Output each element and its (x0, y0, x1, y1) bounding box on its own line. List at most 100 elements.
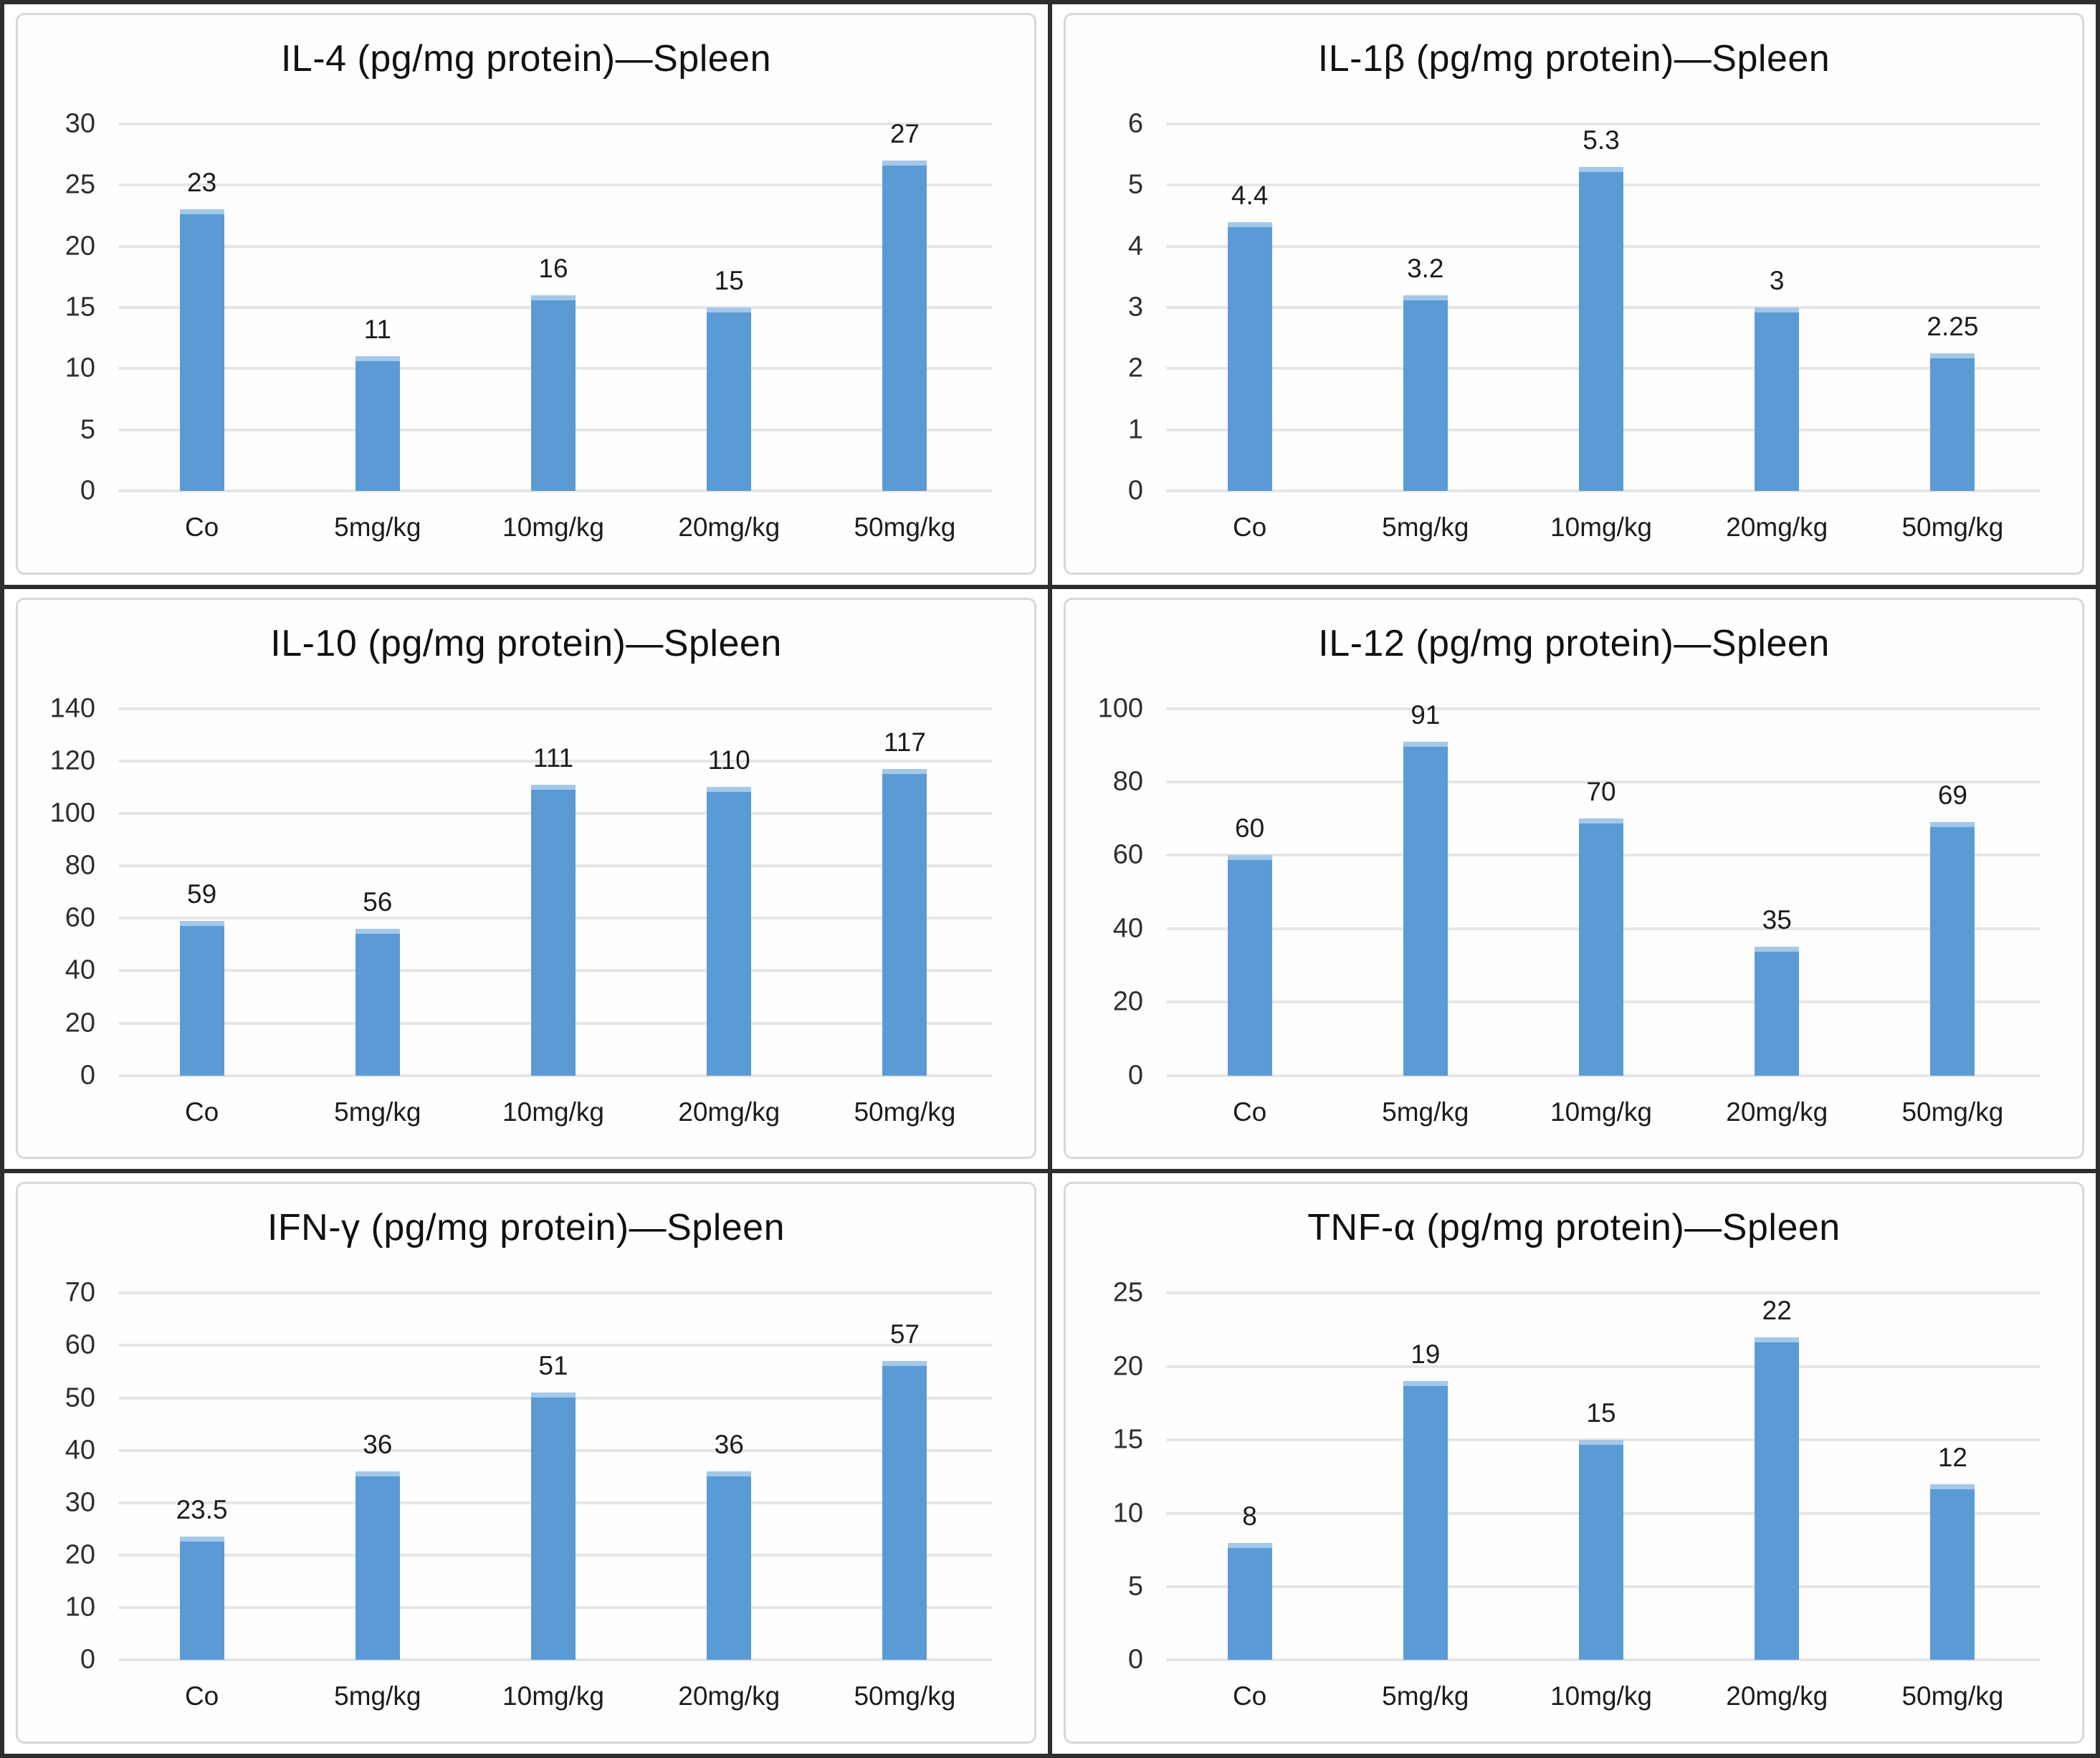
bar-value-label: 51 (538, 1351, 568, 1381)
y-axis: 30 25 20 15 10 5 0 (25, 109, 114, 506)
bar (1227, 1542, 1272, 1661)
bar-slot: 36 (290, 1293, 465, 1661)
bar-slot: 51 (465, 1293, 641, 1661)
bar (1755, 307, 1800, 491)
gridline (118, 759, 993, 763)
bar-row: 60 91 70 35 69 (1162, 700, 2041, 1076)
x-axis: Co 5mg/kg 10mg/kg 20mg/kg 50mg/kg (1073, 1097, 2041, 1127)
bar (707, 1471, 752, 1661)
plot-area: 140 120 100 80 60 40 20 0 59 56 111 110 117 (25, 693, 993, 1090)
bar (882, 768, 927, 1076)
bar-value-label: 69 (1937, 780, 1967, 811)
bar (355, 928, 400, 1076)
chart-panel-il12: IL-12 (pg/mg protein)—Spleen 100 80 60 40 20… (1052, 588, 2096, 1170)
bar (179, 920, 224, 1076)
x-tick-label: 50mg/kg (1901, 1681, 2004, 1711)
x-tick-label: Co (1232, 1097, 1267, 1127)
chart-il10: IL-10 (pg/mg protein)—Spleen 140 120 100 80… (16, 597, 1036, 1160)
bar-slot: 57 (817, 1293, 993, 1661)
bar (707, 307, 752, 491)
bar-chart-il1b: 6 5 4 3 2 1 0 4.4 3.2 5.3 3 2.25 Co 5mg/kg 10mg/kg 20mg… (1073, 109, 2075, 543)
x-label-row: Co 5mg/kg 10mg/kg 20mg/kg 50mg/kg (1162, 1097, 2041, 1127)
plot-grid: 59 56 111 110 117 (114, 707, 993, 1077)
chart-il12: IL-12 (pg/mg protein)—Spleen 100 80 60 40 20… (1064, 597, 2084, 1160)
bar-value-label: 4.4 (1231, 180, 1269, 210)
y-tick-label: 60 (65, 1329, 95, 1360)
chart-tnfa: TNF-α (pg/mg protein)—Spleen 25 20 15 10 5 0 8… (1064, 1182, 2084, 1744)
x-label-row: Co 5mg/kg 10mg/kg 20mg/kg 50mg/kg (1162, 512, 2041, 543)
chart-title-il10: IL-10 (pg/mg protein)—Spleen (270, 622, 782, 664)
y-tick-label: 0 (1127, 1644, 1143, 1675)
x-tick-label: 50mg/kg (1901, 512, 2004, 542)
bar-row: 4.4 3.2 5.3 3 2.25 (1162, 124, 2041, 491)
bar (355, 356, 400, 491)
chart-il4: IL-4 (pg/mg protein)—Spleen 30 25 20 15 10 5 0… (16, 13, 1036, 575)
bar-value-label: 111 (533, 742, 574, 773)
y-tick-label: 40 (1112, 913, 1143, 944)
plot-grid: 60 91 70 35 69 (1162, 700, 2041, 1077)
y-axis: 140 120 100 80 60 40 20 0 (25, 693, 114, 1090)
bar (179, 1537, 224, 1661)
y-axis: 70 60 50 40 30 20 10 0 (25, 1278, 114, 1675)
y-tick-label: 5 (80, 414, 95, 445)
bar-row: 59 56 111 110 117 (114, 709, 993, 1076)
y-tick-label: 20 (65, 231, 95, 262)
bar-value-label: 22 (1762, 1295, 1792, 1325)
x-tick-label: 20mg/kg (1726, 512, 1828, 542)
chart-title-tnfa: TNF-α (pg/mg protein)—Spleen (1307, 1207, 1841, 1249)
y-tick-label: 10 (65, 353, 95, 383)
y-axis: 25 20 15 10 5 0 (1073, 1278, 1162, 1675)
x-tick-label: 20mg/kg (1726, 1097, 1828, 1127)
x-tick-label: 10mg/kg (502, 1097, 604, 1127)
x-axis: Co 5mg/kg 10mg/kg 20mg/kg 50mg/kg (25, 1681, 993, 1711)
bar-slot: 15 (1513, 1293, 1689, 1661)
chart-ifng: IFN-γ (pg/mg protein)—Spleen 70 60 50 40 30 2… (16, 1182, 1036, 1744)
gridline (118, 1291, 993, 1295)
bar-slot: 69 (1865, 709, 2041, 1076)
bar-value-label: 8 (1242, 1501, 1257, 1531)
x-tick-label: Co (1232, 1681, 1267, 1711)
bar (179, 209, 224, 491)
x-axis: Co 5mg/kg 10mg/kg 20mg/kg 50mg/kg (25, 1097, 993, 1127)
bar-slot: 3 (1689, 124, 1865, 491)
y-tick-label: 0 (80, 1060, 95, 1091)
y-tick-label: 25 (65, 169, 95, 200)
plot-grid: 23.5 36 51 36 57 (114, 1291, 993, 1662)
gridline (1166, 123, 2041, 125)
x-tick-label: 10mg/kg (502, 1681, 604, 1711)
x-tick-label: 5mg/kg (1382, 1097, 1469, 1127)
y-tick-label: 1 (1127, 414, 1143, 445)
bar-value-label: 3.2 (1407, 253, 1444, 283)
y-tick-label: 100 (1097, 693, 1143, 724)
chart-title-ifng: IFN-γ (pg/mg protein)—Spleen (267, 1207, 786, 1249)
gridline (1166, 707, 2041, 710)
y-tick-label: 0 (80, 1644, 95, 1675)
bar-value-label: 23.5 (176, 1495, 228, 1525)
plot-area: 6 5 4 3 2 1 0 4.4 3.2 5.3 3 2.25 (1073, 109, 2041, 506)
x-tick-label: 20mg/kg (1726, 1681, 1828, 1711)
bar-slot: 5.3 (1513, 124, 1689, 491)
plot-grid: 23 11 16 15 27 (114, 119, 993, 492)
bar-value-label: 15 (714, 266, 744, 295)
x-tick-label: 50mg/kg (854, 1097, 956, 1127)
bar-slot: 12 (1865, 1293, 2041, 1661)
x-label-row: Co 5mg/kg 10mg/kg 20mg/kg 50mg/kg (114, 1097, 993, 1127)
x-tick-label: 20mg/kg (678, 1681, 781, 1711)
x-axis-spacer (25, 1097, 114, 1127)
x-axis: Co 5mg/kg 10mg/kg 20mg/kg 50mg/kg (1073, 1681, 2041, 1711)
bar (1227, 221, 1272, 491)
gridline (118, 244, 993, 248)
y-tick-label: 0 (80, 475, 95, 506)
y-tick-label: 40 (65, 1435, 95, 1466)
plot-area: 70 60 50 40 30 20 10 0 23.5 36 51 36 57 (25, 1278, 993, 1675)
bar-value-label: 5.3 (1583, 125, 1620, 155)
bar-slot: 16 (465, 124, 641, 491)
y-tick-label: 5 (1127, 1571, 1143, 1602)
y-tick-label: 50 (65, 1382, 95, 1413)
bar-slot: 59 (114, 709, 290, 1076)
gridline (118, 123, 993, 125)
bar-slot: 23.5 (114, 1293, 290, 1661)
bar-value-label: 11 (363, 315, 392, 345)
bar-slot: 19 (1337, 1293, 1513, 1661)
